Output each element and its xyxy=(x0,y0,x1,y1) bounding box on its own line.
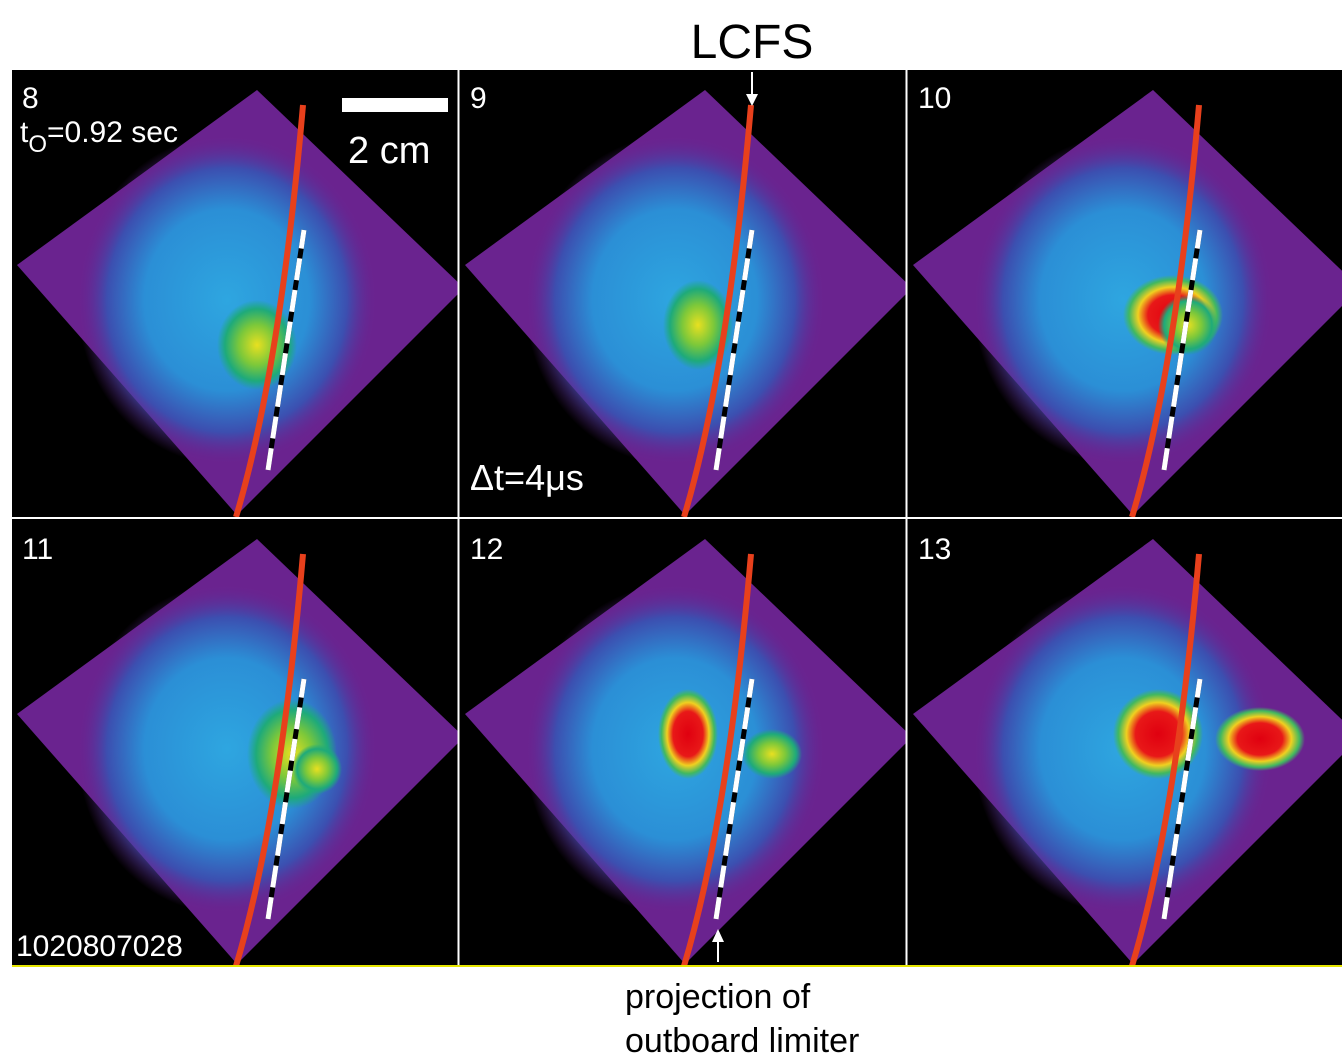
emission-blob xyxy=(663,280,733,370)
panel-label: 12 xyxy=(470,533,503,566)
scale-bar xyxy=(342,98,448,112)
panel-label: 10 xyxy=(918,82,951,115)
shot-number: 1020807028 xyxy=(16,930,183,963)
panel-label: 9 xyxy=(470,82,487,115)
time-subscript: O xyxy=(28,131,47,158)
emission-field xyxy=(77,135,377,465)
lcfs-curve xyxy=(681,553,754,966)
time-value: =0.92 sec xyxy=(47,116,178,149)
lcfs-curve xyxy=(1129,104,1202,517)
limiter-label: projection of xyxy=(625,978,811,1016)
emission-blob xyxy=(742,729,802,779)
lcfs-curve xyxy=(233,553,306,966)
panel xyxy=(17,539,458,966)
lcfs-curve xyxy=(681,104,754,517)
scale-label: 2 cm xyxy=(348,130,430,172)
limiter-line xyxy=(1161,229,1203,471)
arrow-head xyxy=(746,94,758,106)
panel xyxy=(913,90,1342,517)
emission-blob xyxy=(292,744,342,794)
panel-label: 8 xyxy=(22,82,39,115)
emission-field xyxy=(973,135,1273,465)
limiter-line xyxy=(713,229,755,471)
lcfs-label: LCFS xyxy=(691,16,814,69)
limiter-line xyxy=(265,229,307,471)
panel xyxy=(465,539,906,966)
emission-blob xyxy=(1215,707,1305,771)
limiter-line xyxy=(1161,678,1203,920)
panel-label: 11 xyxy=(22,533,53,566)
emission-blob xyxy=(658,689,718,779)
panel xyxy=(17,90,458,517)
lcfs-curve xyxy=(233,104,306,517)
lcfs-curve xyxy=(1129,553,1202,966)
limiter-line xyxy=(265,678,307,920)
emission-field xyxy=(77,584,377,914)
delta-t: Δt=4μs xyxy=(470,457,584,498)
time-symbol: t xyxy=(20,116,29,149)
time-label: tO=0.92 sec xyxy=(20,116,178,158)
limiter-label: outboard limiter xyxy=(625,1022,859,1060)
panel xyxy=(913,539,1342,966)
panel xyxy=(465,90,906,517)
arrow-head xyxy=(712,929,724,942)
limiter-line xyxy=(713,678,755,920)
panel-label: 13 xyxy=(918,533,951,566)
